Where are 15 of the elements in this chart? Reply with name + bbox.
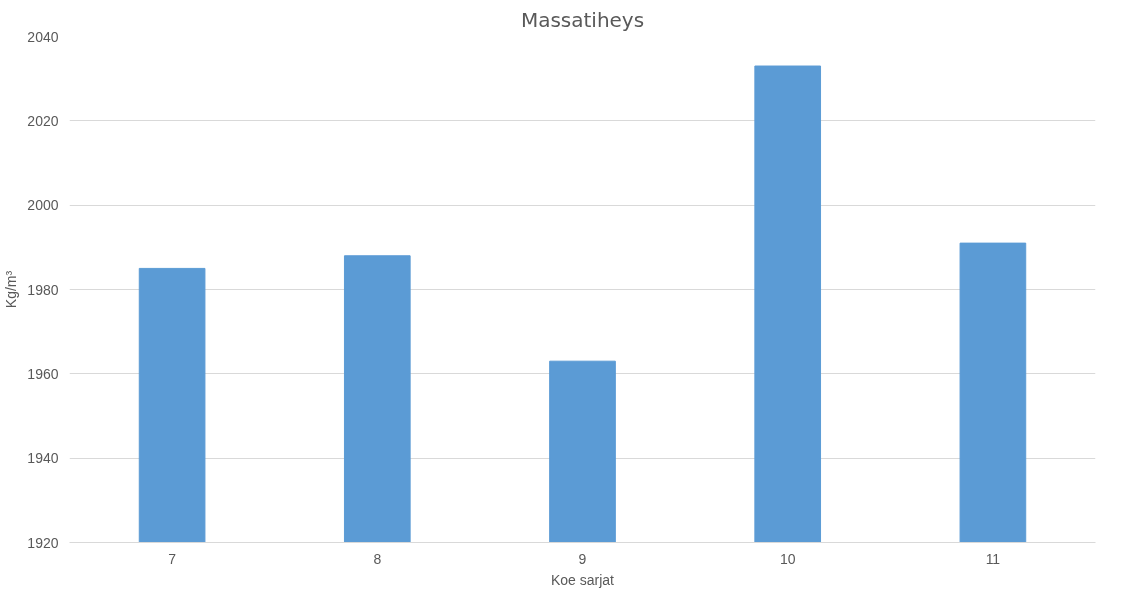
y-tick-label: 2020 bbox=[27, 112, 59, 129]
x-tick-label: 8 bbox=[373, 550, 382, 567]
y-tick-label: 1940 bbox=[27, 450, 59, 467]
y-tick-label: 1960 bbox=[27, 365, 59, 382]
y-tick-label: 1980 bbox=[27, 281, 59, 298]
x-tick-label: 10 bbox=[779, 550, 796, 567]
x-tick-label: 9 bbox=[578, 550, 587, 567]
x-tick-label: 7 bbox=[168, 550, 177, 567]
y-tick-label: 1920 bbox=[27, 534, 59, 551]
y-tick-label: 2000 bbox=[27, 197, 59, 214]
y-axis-title: Kg/m³ bbox=[3, 270, 20, 309]
chart-title: Massatiheys bbox=[520, 7, 645, 32]
y-tick-label: 2040 bbox=[27, 28, 59, 45]
x-axis-title: Koe sarjat bbox=[550, 571, 615, 588]
x-tick-label: 11 bbox=[985, 550, 1001, 567]
